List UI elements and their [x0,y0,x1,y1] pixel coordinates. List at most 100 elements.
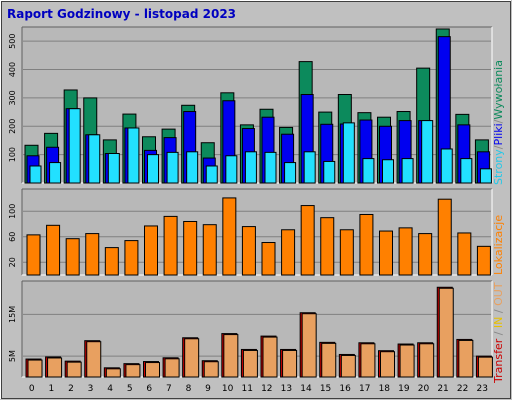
bar-transfer-out-12 [262,336,278,378]
hour-label-5: 5 [127,384,133,394]
bar-visits-14 [300,205,315,276]
hour-label-23: 23 [476,384,487,394]
bar-visits-15 [320,217,335,276]
bar-transfer-out-2 [66,361,82,378]
bar-strony-14 [303,151,316,184]
bar-strony-10 [225,155,238,184]
bar-visits-13 [281,229,296,276]
hour-label-18: 18 [379,384,391,394]
bar-strony-18 [382,159,394,184]
middle-y-tick-label: 20 [8,257,17,267]
bar-strony-3 [88,134,101,184]
side-top-part-2: Pliki [492,123,505,145]
bottom-y-tick-label: 5M [8,350,17,362]
hour-label-9: 9 [205,384,211,394]
hour-label-16: 16 [339,384,351,394]
bar-strony-5 [127,127,140,184]
bar-visits-18 [379,230,393,276]
side-top-part-1: / [492,145,505,149]
bar-strony-21 [440,148,453,184]
hour-label-21: 21 [437,384,448,394]
top-y-tick-label: 400 [8,62,17,77]
hour-label-12: 12 [261,384,272,394]
middle-y-tick-label: 100 [8,204,17,219]
hour-label-17: 17 [359,384,370,394]
bar-transfer-out-7 [164,358,180,378]
bar-visits-7 [163,215,178,276]
hour-label-1: 1 [49,384,55,394]
bar-transfer-out-5 [125,364,141,378]
bar-transfer-out-19 [399,344,415,378]
bar-transfer-out-1 [47,357,63,378]
middle-y-tick-label: 60 [8,232,17,242]
hour-label-15: 15 [320,384,331,394]
side-top-part-4: Wywołania [492,60,505,120]
bar-visits-22 [457,232,472,276]
bar-transfer-out-13 [282,349,298,378]
hits-files-pages-panel: 100 200 300 400 500 [8,26,493,184]
bar-strony-20 [421,120,434,184]
hour-label-22: 22 [457,384,468,394]
bar-visits-20 [418,233,433,276]
bar-transfer-out-0 [27,359,43,378]
bar-visits-12 [261,242,276,276]
bar-strony-6 [147,154,159,184]
bar-strony-11 [244,151,257,184]
side-mid-part-0: Lokalizacje [492,215,505,275]
top-y-tick-label: 500 [8,34,17,49]
bar-transfer-out-23 [477,356,493,378]
bar-transfer-out-8 [184,338,200,378]
bar-transfer-out-3 [86,341,102,378]
bar-transfer-out-6 [145,362,160,378]
side-bot-part-2: IN [492,317,505,328]
bar-transfer-out-4 [105,368,121,378]
bar-strony-9 [205,165,218,184]
bar-strony-23 [479,168,492,184]
top-y-tick-label: 100 [8,147,17,162]
side-top-part-3: / [492,119,505,123]
side-bot-part-0: Transfer [492,338,505,384]
bar-transfer-out-14 [301,313,317,378]
bar-visits-8 [183,220,198,276]
hour-label-13: 13 [281,384,292,394]
bar-transfer-out-9 [203,361,219,378]
bar-strony-8 [186,151,199,184]
hour-label-2: 2 [68,384,74,394]
bar-visits-1 [46,224,61,276]
bar-transfer-out-20 [419,343,435,378]
bottom-y-tick-label: 15M [8,306,17,323]
side-label-bottom: Transfer / IN / OUT [492,282,505,384]
bar-strony-17 [362,158,375,184]
hour-label-20: 20 [418,384,430,394]
bar-visits-4 [104,247,119,276]
bar-visits-11 [241,226,256,276]
bar-visits-0 [26,234,41,276]
bar-transfer-out-17 [360,343,376,378]
bar-transfer-out-21 [438,287,454,378]
bar-visits-3 [85,233,100,276]
bar-transfer-out-18 [380,351,395,378]
hour-label-3: 3 [88,384,94,394]
bar-strony-22 [460,158,473,184]
bar-transfer-out-11 [242,349,258,378]
bar-strony-19 [401,158,414,184]
bar-visits-21 [437,198,452,276]
middle-plot-area [22,189,492,275]
bar-visits-9 [202,224,217,276]
bar-transfer-out-15 [321,342,337,378]
hour-axis: 0 1 2 3 4 5 6 7 8 9 10 11 12 13 14 15 16 17 18 19 20 21 22 23 [29,384,488,394]
side-label-middle: Lokalizacje [492,215,505,275]
bar-visits-23 [476,245,491,276]
bar-visits-17 [359,213,374,276]
bar-strony-13 [284,162,297,184]
side-bot-part-3: / [492,306,505,317]
top-y-tick-label: 200 [8,119,17,134]
bar-visits-19 [398,227,413,276]
bar-strony-15 [323,160,336,184]
hour-label-10: 10 [222,384,234,394]
hour-label-19: 19 [398,384,410,394]
hour-label-0: 0 [29,384,35,394]
visits-panel: 20 60 100 [8,188,493,276]
